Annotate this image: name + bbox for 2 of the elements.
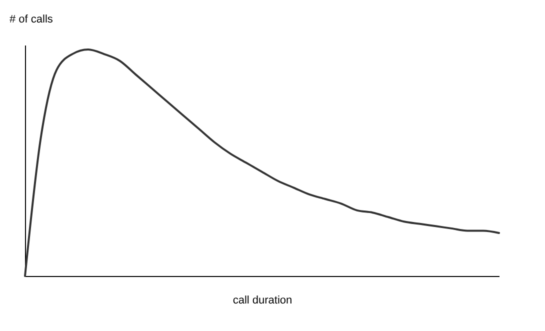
x-axis-title: call duration — [232, 294, 292, 306]
y-axis-title: # of calls — [10, 14, 54, 26]
